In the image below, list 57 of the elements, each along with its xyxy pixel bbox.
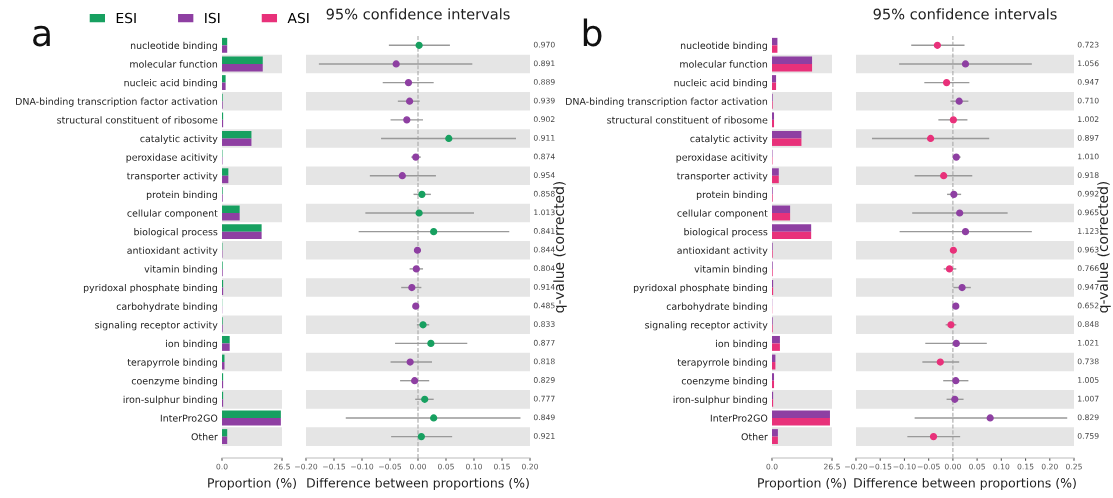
y-tick-label: protein binding xyxy=(146,190,217,200)
y-tick-label: coenzyme binding xyxy=(681,377,767,387)
y-tick-label: cellular component xyxy=(677,209,768,219)
y-tick-label: DNA-binding transcription factor activation xyxy=(566,97,768,107)
legend-label: ASI xyxy=(287,12,309,24)
text: a xyxy=(33,25,50,47)
y-tick-label: iron-sulphur binding xyxy=(123,395,217,405)
y-tick-label: InterPro2GO xyxy=(160,414,218,422)
chart-title: 95% confidence intervals xyxy=(873,8,1057,20)
y-tick-label: signaling receptor activity xyxy=(95,321,218,331)
y-tick-label: catalytic activity xyxy=(140,134,218,145)
y-tick-label: nucleotide binding xyxy=(680,41,767,51)
y-tick-label: nucleic acid binding xyxy=(124,78,217,89)
y-tick-label: Other xyxy=(741,432,768,441)
y-tick-label: ion binding xyxy=(166,339,217,349)
y-tick-label: vitamin binding xyxy=(694,265,767,275)
y-tick-label: pyridoxal phosphate binding xyxy=(83,283,217,294)
y-tick-label: nucleotide binding xyxy=(130,41,217,51)
y-tick-label: structural constituent of ribosome xyxy=(607,116,768,124)
y2-axis-title: q-value (corrected) xyxy=(1097,181,1111,313)
text: b xyxy=(583,18,602,47)
y-tick-label: molecular function xyxy=(130,60,218,68)
legend-label: ISI xyxy=(205,12,220,24)
y-tick-label: carbohydrate binding xyxy=(666,302,767,312)
y-tick-label: Other xyxy=(191,432,218,441)
y-tick-label: transporter activity xyxy=(676,172,768,182)
y-tick-label: iron-sulphur binding xyxy=(673,395,767,405)
y-tick-label: vitamin binding xyxy=(144,265,217,275)
y-tick-label: biological process xyxy=(134,228,218,238)
y-tick-label: coenzyme binding xyxy=(131,377,217,387)
y-tick-label: pyridoxal phosphate binding xyxy=(633,283,767,294)
y-tick-label: peroxidase acitivity xyxy=(676,153,768,163)
y-tick-label: structural constituent of ribosome xyxy=(57,116,218,124)
y-tick-label: signaling receptor activity xyxy=(645,321,768,331)
y-tick-label: catalytic activity xyxy=(690,134,768,145)
y-tick-label: molecular function xyxy=(680,60,768,68)
y-tick-label: nucleic acid binding xyxy=(674,78,767,89)
x-axis-title: Difference between proportions (%) xyxy=(307,477,529,490)
chart-title: 95% confidence intervals xyxy=(326,8,510,20)
y-tick-label: cellular component xyxy=(127,209,218,219)
y-tick-label: antioxidant activity xyxy=(677,246,768,256)
y-tick-label: antioxidant activity xyxy=(127,246,218,256)
y-tick-label: ion binding xyxy=(716,339,767,349)
x-axis-title: Proportion (%) xyxy=(208,477,296,490)
y-tick-label: InterPro2GO xyxy=(710,414,768,422)
y-tick-label: carbohydrate binding xyxy=(116,302,217,312)
legend-label: ESI xyxy=(116,12,136,24)
y-tick-label: transporter activity xyxy=(126,172,218,182)
x-axis-title: Difference between proportions (%) xyxy=(854,477,1076,490)
y2-axis-title: q-value (corrected) xyxy=(553,181,567,313)
y-tick-label: protein binding xyxy=(696,190,767,200)
y-tick-label: peroxidase acitivity xyxy=(126,153,218,163)
y-tick-label: biological process xyxy=(684,228,768,238)
y-tick-label: terapyrrole binding xyxy=(127,358,217,368)
x-axis-title: Proportion (%) xyxy=(758,477,846,490)
y-tick-label: DNA-binding transcription factor activation xyxy=(16,97,218,107)
y-tick-label: terapyrrole binding xyxy=(677,358,767,368)
